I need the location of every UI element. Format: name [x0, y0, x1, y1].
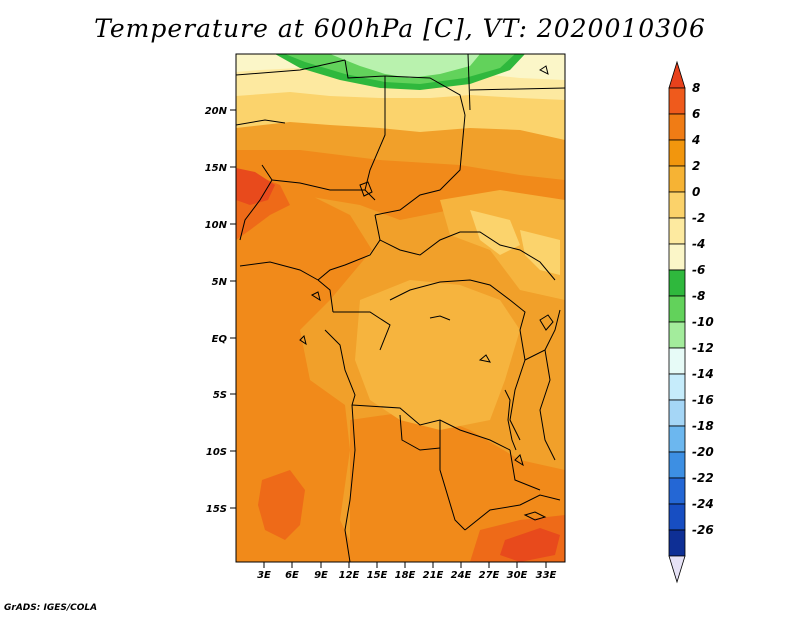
field-warm-west — [236, 190, 372, 562]
field-red-west — [236, 168, 275, 205]
lon-label: 3E — [257, 570, 271, 581]
lat-tick: 20N — [205, 106, 236, 117]
latitude-axis: 20N 15N 10N 5N EQ 5S 10S 15S — [205, 106, 236, 515]
field-deep-southwest — [258, 470, 305, 540]
colorbar-label: -12 — [692, 341, 714, 355]
colorbar-cell — [668, 555, 686, 584]
lon-label: 9E — [314, 570, 328, 581]
lat-tick: 10S — [206, 447, 236, 458]
colorbar-labels: 8 6 4 2 0 -2 -4 -6 -8 -10 -12 -14 -16 -1… — [691, 81, 714, 537]
lon-tick: 15E — [367, 562, 388, 581]
lon-label: 24E — [451, 570, 472, 581]
temperature-field — [236, 54, 565, 562]
colorbar-label: -20 — [692, 445, 714, 459]
longitude-axis: 3E 6E 9E 12E 15E 18E 21E 24E — [257, 562, 557, 581]
lat-tick: EQ — [212, 334, 236, 345]
colorbar-cell — [668, 477, 686, 505]
colorbar-label: 4 — [691, 133, 700, 147]
colorbar-cell — [668, 373, 686, 401]
lon-tick: 33E — [536, 562, 557, 581]
colorbar-cell — [668, 269, 686, 297]
colorbar-cell — [668, 165, 686, 193]
field-light-center — [355, 280, 520, 430]
lon-label: 18E — [395, 570, 416, 581]
colorbar-label: -18 — [692, 419, 714, 433]
lat-tick: 5S — [213, 390, 236, 401]
colorbar-cell — [668, 191, 686, 219]
colorbar-label: -10 — [692, 315, 714, 329]
colorbar-label: -24 — [692, 497, 714, 511]
colorbar-label: 2 — [692, 159, 700, 173]
colorbar-label: -22 — [692, 471, 714, 485]
lat-label: 5N — [212, 277, 228, 288]
colorbar-label: 8 — [692, 81, 700, 95]
colorbar-cell — [668, 217, 686, 245]
lon-tick: 21E — [423, 562, 444, 581]
lon-tick: 18E — [395, 562, 416, 581]
field-yellow-ne-2 — [520, 230, 560, 275]
lon-label: 33E — [536, 570, 557, 581]
lat-tick: 10N — [205, 220, 236, 231]
lat-label: 15N — [205, 163, 228, 174]
lat-tick: 15N — [205, 163, 236, 174]
colorbar-cell — [668, 425, 686, 453]
lon-tick: 3E — [257, 562, 271, 581]
colorbar-label: -4 — [692, 237, 705, 251]
lat-tick: 5N — [212, 277, 236, 288]
colorbar-cell — [668, 243, 686, 271]
colorbar-label: -6 — [692, 263, 705, 277]
lon-label: 12E — [339, 570, 360, 581]
colorbar: 8 6 4 2 0 -2 -4 -6 -8 -10 -12 -14 -16 -1… — [668, 60, 714, 584]
lon-tick: 6E — [285, 562, 299, 581]
colorbar-cells — [668, 60, 686, 584]
colorbar-cell — [668, 399, 686, 427]
lat-label: 10N — [205, 220, 228, 231]
lon-label: 21E — [423, 570, 444, 581]
lat-tick: 15S — [206, 504, 236, 515]
colorbar-cell — [668, 87, 686, 115]
chart-title: Temperature at 600hPa [C], VT: 202001030… — [94, 14, 706, 43]
colorbar-label: 6 — [692, 107, 700, 121]
colorbar-cell — [668, 321, 686, 349]
lon-tick: 12E — [339, 562, 360, 581]
colorbar-cell — [668, 347, 686, 375]
colorbar-label: -8 — [692, 289, 705, 303]
country-borders — [236, 54, 565, 562]
field-green-light — [330, 54, 480, 78]
colorbar-cell — [668, 503, 686, 531]
lon-label: 30E — [507, 570, 528, 581]
colorbar-label: -14 — [692, 367, 714, 381]
colorbar-cell — [668, 451, 686, 479]
lon-tick: 30E — [507, 562, 528, 581]
map-frame — [235, 53, 566, 563]
colorbar-label: 0 — [692, 185, 700, 199]
field-red-southeast — [500, 528, 560, 562]
lon-tick: 27E — [479, 562, 500, 581]
lon-tick: 9E — [314, 562, 328, 581]
field-yellow-ne-1 — [470, 210, 520, 255]
colorbar-label: -16 — [692, 393, 714, 407]
lon-label: 6E — [285, 570, 299, 581]
lat-label: 10S — [206, 447, 227, 458]
colorbar-label: -26 — [692, 523, 714, 537]
lat-label: 15S — [206, 504, 227, 515]
colorbar-cell — [668, 295, 686, 323]
lon-label: 27E — [479, 570, 500, 581]
colorbar-cell — [668, 113, 686, 141]
colorbar-label: -2 — [692, 211, 705, 225]
lat-label: 5S — [213, 390, 227, 401]
colorbar-cell — [668, 529, 686, 557]
lat-label: EQ — [212, 334, 228, 345]
lon-label: 15E — [367, 570, 388, 581]
lon-tick: 24E — [451, 562, 472, 581]
lat-label: 20N — [205, 106, 228, 117]
colorbar-cell — [668, 60, 686, 89]
footer-credit: GrADS: IGES/COLA — [4, 603, 98, 613]
colorbar-cell — [668, 139, 686, 167]
